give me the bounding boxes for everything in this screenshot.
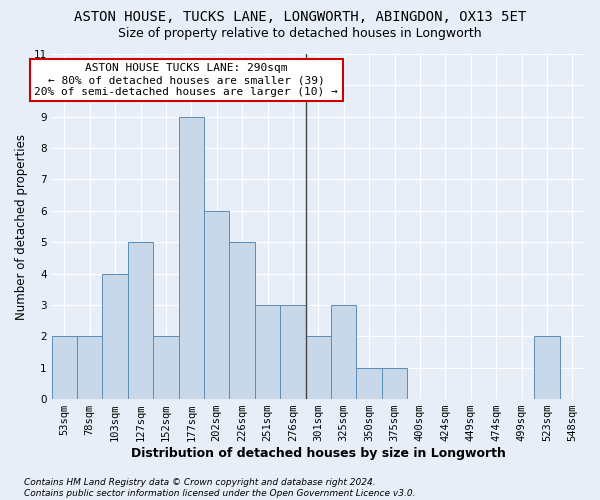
X-axis label: Distribution of detached houses by size in Longworth: Distribution of detached houses by size …	[131, 447, 506, 460]
Bar	[356, 368, 382, 399]
Bar	[255, 305, 280, 399]
Text: ASTON HOUSE TUCKS LANE: 290sqm
← 80% of detached houses are smaller (39)
20% of : ASTON HOUSE TUCKS LANE: 290sqm ← 80% of …	[34, 64, 338, 96]
Bar	[179, 116, 204, 399]
Bar	[52, 336, 77, 399]
Bar	[534, 336, 560, 399]
Text: Contains HM Land Registry data © Crown copyright and database right 2024.
Contai: Contains HM Land Registry data © Crown c…	[24, 478, 415, 498]
Bar	[331, 305, 356, 399]
Bar	[77, 336, 103, 399]
Bar	[280, 305, 305, 399]
Bar	[128, 242, 153, 399]
Text: ASTON HOUSE, TUCKS LANE, LONGWORTH, ABINGDON, OX13 5ET: ASTON HOUSE, TUCKS LANE, LONGWORTH, ABIN…	[74, 10, 526, 24]
Bar	[204, 211, 229, 399]
Bar	[103, 274, 128, 399]
Bar	[382, 368, 407, 399]
Text: Size of property relative to detached houses in Longworth: Size of property relative to detached ho…	[118, 28, 482, 40]
Bar	[153, 336, 179, 399]
Y-axis label: Number of detached properties: Number of detached properties	[15, 134, 28, 320]
Bar	[229, 242, 255, 399]
Bar	[305, 336, 331, 399]
